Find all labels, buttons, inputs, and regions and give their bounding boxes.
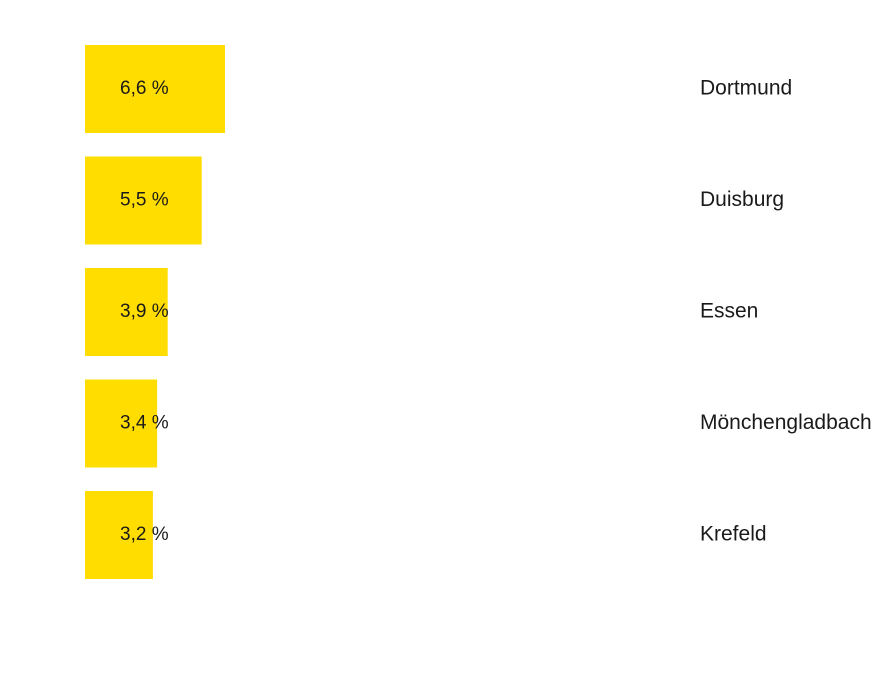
bar-value-label: 5,5 % [120,190,169,211]
bar-value-label: 3,2 % [120,524,169,545]
bar-duisburg [85,156,202,245]
bar-m-nchengladbach [85,379,158,468]
bar-value-label: 3,4 % [120,413,169,434]
bar-essen [85,268,168,356]
bar-value-label: 3,9 % [120,301,169,322]
bar-krefeld [85,491,153,579]
category-label: Mönchengladbach [700,411,872,434]
category-label: Duisburg [700,188,784,211]
category-label: Dortmund [700,77,792,100]
category-label: Essen [700,300,758,323]
bar-dortmund [85,45,225,133]
bar-value-label: 6,6 % [120,78,169,99]
category-label: Krefeld [700,523,767,546]
